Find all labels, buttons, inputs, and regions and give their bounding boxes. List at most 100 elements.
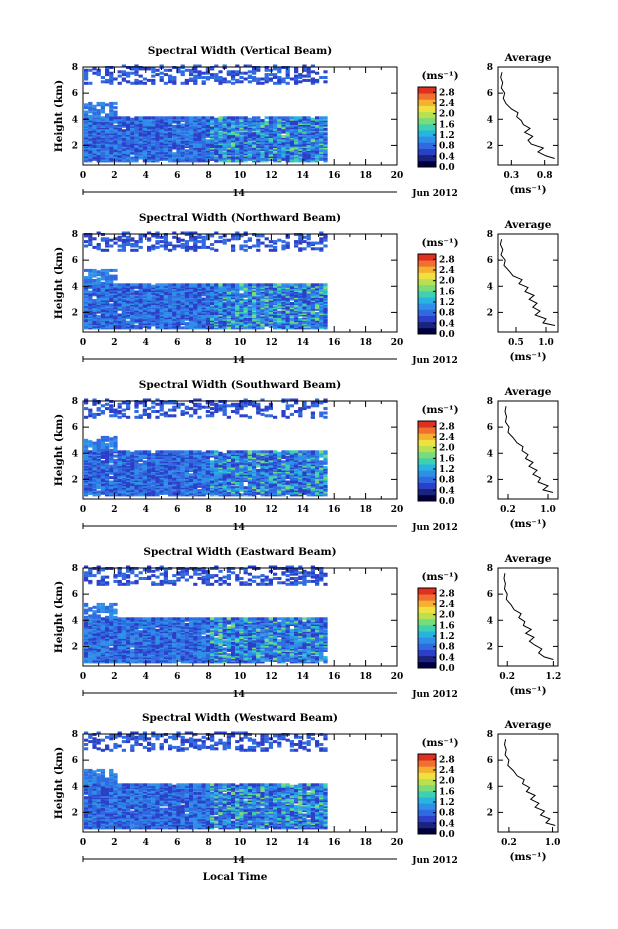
heatmap-cell bbox=[151, 453, 156, 457]
heatmap-cell bbox=[256, 248, 261, 252]
heatmap-cell bbox=[105, 123, 110, 127]
heatmap-cell bbox=[134, 136, 139, 140]
heatmap-cell bbox=[235, 293, 240, 297]
heatmap-cell bbox=[285, 137, 290, 141]
heatmap-cell bbox=[176, 120, 181, 124]
heatmap-cell bbox=[277, 78, 282, 82]
heatmap-cell bbox=[151, 116, 156, 120]
heatmap-cell bbox=[184, 283, 189, 287]
heatmap-cell bbox=[84, 120, 89, 124]
heatmap-cell bbox=[289, 304, 294, 308]
heatmap-cell bbox=[84, 443, 89, 447]
heatmap-cell bbox=[117, 313, 122, 317]
heatmap-cell bbox=[100, 277, 105, 281]
heatmap-cell bbox=[100, 435, 105, 439]
heatmap-cell bbox=[273, 64, 278, 68]
heatmap-cell bbox=[168, 489, 173, 493]
heatmap-cell bbox=[315, 326, 320, 330]
heatmap-cell bbox=[180, 290, 185, 294]
heatmap-cell bbox=[315, 122, 320, 125]
heatmap-cell bbox=[138, 80, 143, 84]
heatmap-cell bbox=[142, 81, 147, 85]
heatmap-cell bbox=[264, 237, 269, 241]
heatmap-cell bbox=[176, 405, 181, 409]
heatmap-cell bbox=[100, 271, 105, 275]
heatmap-cell bbox=[155, 410, 160, 413]
heatmap-cell bbox=[218, 235, 223, 239]
x-tick-label: 8 bbox=[205, 171, 211, 181]
heatmap-cell bbox=[319, 116, 324, 120]
heatmap-cell bbox=[147, 283, 152, 287]
heatmap-cell bbox=[105, 130, 110, 134]
heatmap-cell bbox=[180, 402, 185, 406]
heatmap-cell bbox=[268, 116, 273, 120]
heatmap-cell bbox=[205, 245, 210, 249]
heatmap-cell bbox=[168, 119, 173, 123]
x-tick-label: 16 bbox=[328, 338, 341, 348]
heatmap-cell bbox=[172, 116, 177, 120]
heatmap-cell bbox=[84, 81, 89, 85]
heatmap-cell bbox=[168, 241, 173, 245]
heatmap-cell bbox=[138, 450, 143, 454]
heatmap-cell bbox=[109, 274, 114, 278]
heatmap-cell bbox=[96, 112, 101, 115]
colorbar-swatch bbox=[418, 327, 436, 335]
heatmap-cell bbox=[121, 231, 126, 235]
heatmap-cell bbox=[96, 289, 101, 292]
heatmap-cell bbox=[92, 309, 97, 313]
heatmap-cell bbox=[315, 78, 320, 82]
heatmap-cell bbox=[100, 248, 105, 252]
heatmap-cell bbox=[197, 73, 202, 77]
heatmap-cell bbox=[306, 120, 311, 124]
heatmap-cell bbox=[252, 122, 257, 125]
heatmap-cell bbox=[109, 404, 114, 408]
x-tick-label: 14 bbox=[297, 171, 310, 181]
heatmap-cell bbox=[105, 446, 110, 449]
heatmap-cell bbox=[92, 268, 97, 272]
heatmap-cell bbox=[142, 146, 147, 150]
heatmap-cell bbox=[130, 309, 135, 313]
heatmap-cell bbox=[231, 303, 236, 307]
heatmap-cell bbox=[189, 77, 194, 81]
heatmap-cell bbox=[180, 73, 185, 77]
heatmap-cell bbox=[239, 247, 244, 251]
average-y-tick-label: 2 bbox=[487, 141, 493, 151]
heatmap-cell bbox=[168, 68, 173, 72]
heatmap-cell bbox=[285, 76, 290, 79]
heatmap-cell bbox=[121, 142, 126, 146]
heatmap-cell bbox=[315, 312, 320, 315]
heatmap-cell bbox=[310, 132, 315, 136]
heatmap-cell bbox=[138, 116, 143, 120]
heatmap-cell bbox=[184, 78, 189, 82]
heatmap-cell bbox=[298, 247, 303, 251]
heatmap-cell bbox=[168, 159, 173, 163]
heatmap-cell bbox=[155, 231, 160, 235]
panel-title: Spectral Width (Northward Beam) bbox=[139, 212, 341, 224]
heatmap-cell bbox=[302, 67, 307, 71]
heatmap-cell bbox=[243, 77, 248, 81]
colorbar-swatch bbox=[418, 278, 436, 286]
colorbar-swatch bbox=[418, 142, 436, 149]
heatmap-cell bbox=[172, 124, 177, 128]
day-label: 14 bbox=[232, 356, 245, 366]
heatmap-cell bbox=[130, 461, 135, 465]
heatmap-cell bbox=[264, 312, 269, 315]
heatmap-cell bbox=[151, 299, 156, 303]
colorbar-swatch bbox=[418, 160, 436, 168]
heatmap-cell bbox=[201, 243, 206, 246]
heatmap-cell bbox=[168, 319, 173, 323]
x-tick-label: 6 bbox=[174, 171, 180, 181]
heatmap-cell bbox=[96, 490, 101, 494]
heatmap-cell bbox=[159, 306, 164, 310]
average-y-tick-label: 6 bbox=[487, 89, 493, 99]
heatmap-cell bbox=[176, 484, 181, 488]
heatmap-cell bbox=[172, 450, 177, 454]
heatmap-cell bbox=[105, 320, 110, 324]
heatmap-cell bbox=[260, 119, 265, 123]
heatmap-cell bbox=[159, 155, 164, 159]
x-tick-label: 18 bbox=[359, 171, 372, 181]
y-tick-label: 8 bbox=[72, 230, 78, 240]
heatmap-cell bbox=[319, 297, 324, 301]
heatmap-cell bbox=[151, 474, 156, 478]
heatmap-cell bbox=[247, 302, 252, 305]
